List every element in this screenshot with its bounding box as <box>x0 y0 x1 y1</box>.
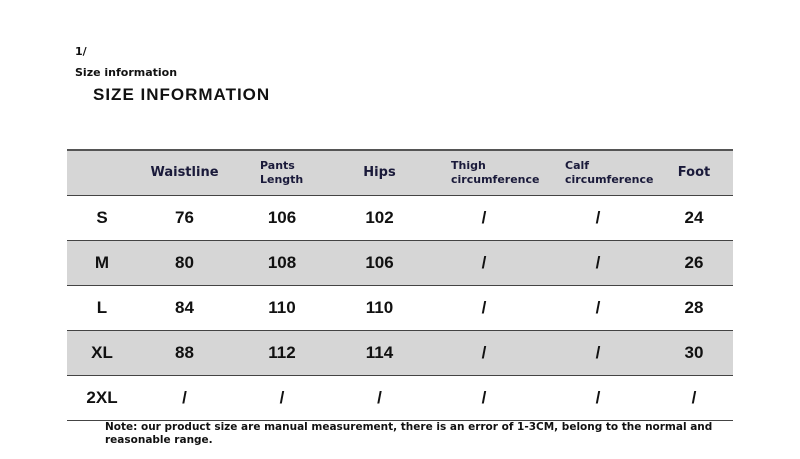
table-cell: 80 <box>137 240 232 286</box>
column-header: Hips <box>332 150 427 196</box>
column-header: Thigh circumference <box>427 150 541 196</box>
column-header: Foot <box>655 150 733 196</box>
table-cell: / <box>137 375 232 421</box>
table-cell: / <box>232 375 332 421</box>
table-cell: / <box>332 375 427 421</box>
table-cell: / <box>541 195 655 241</box>
table-cell: / <box>541 285 655 331</box>
measurement-note: Note: our product size are manual measur… <box>105 421 713 446</box>
column-header: Waistline <box>137 150 232 196</box>
table-cell: / <box>427 375 541 421</box>
table-cell: 30 <box>655 330 733 376</box>
table-cell: / <box>427 240 541 286</box>
table-cell: 26 <box>655 240 733 286</box>
table-cell: / <box>541 375 655 421</box>
table-cell: / <box>541 330 655 376</box>
table-header-row: Waistline Pants Length Hips Thigh circum… <box>67 150 733 196</box>
table-cell: 76 <box>137 195 232 241</box>
size-label: S <box>67 195 137 241</box>
section-number: 1/ <box>75 45 87 58</box>
table-cell: 114 <box>332 330 427 376</box>
size-label: XL <box>67 330 137 376</box>
table-row: XL 88 112 114//30 <box>67 330 733 376</box>
table-row: L 84 110 110//28 <box>67 285 733 331</box>
table-cell: 112 <box>232 330 332 376</box>
table-cell: 84 <box>137 285 232 331</box>
table-cell: 88 <box>137 330 232 376</box>
table-cell: / <box>427 285 541 331</box>
table-cell: 108 <box>232 240 332 286</box>
column-header <box>67 150 137 196</box>
table-cell: 106 <box>332 240 427 286</box>
size-table: Waistline Pants Length Hips Thigh circum… <box>67 149 733 421</box>
size-label: M <box>67 240 137 286</box>
size-label: L <box>67 285 137 331</box>
table-cell: 28 <box>655 285 733 331</box>
size-label: 2XL <box>67 375 137 421</box>
page-title: SIZE INFORMATION <box>93 85 271 104</box>
column-header: Pants Length <box>232 150 332 196</box>
table-cell: 106 <box>232 195 332 241</box>
table-cell: / <box>427 195 541 241</box>
table-cell: / <box>541 240 655 286</box>
section-subtitle: Size information <box>75 66 178 79</box>
table-row: M 80 108 106//26 <box>67 240 733 286</box>
table-row: 2XL / / / / / / <box>67 375 733 421</box>
table-cell: 110 <box>332 285 427 331</box>
column-header: Calf circumference <box>541 150 655 196</box>
table-cell: / <box>655 375 733 421</box>
table-cell: 102 <box>332 195 427 241</box>
table-cell: / <box>427 330 541 376</box>
table-cell: 110 <box>232 285 332 331</box>
table-cell: 24 <box>655 195 733 241</box>
table-row: S 76 106 102//24 <box>67 195 733 241</box>
